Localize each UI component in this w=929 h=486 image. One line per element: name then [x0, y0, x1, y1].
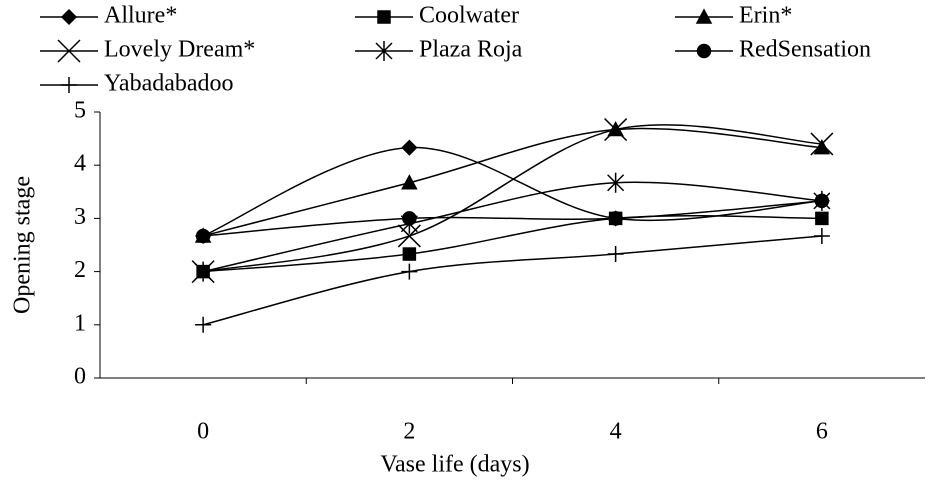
marker — [815, 211, 829, 226]
x-tick-label: 4 — [610, 419, 622, 445]
legend-item: Allure* — [40, 3, 177, 29]
marker — [401, 263, 418, 280]
series-line — [202, 146, 822, 237]
x-tick-label: 0 — [197, 419, 209, 445]
marker — [814, 193, 830, 209]
marker — [401, 174, 418, 190]
marker — [810, 132, 834, 156]
series-line — [202, 127, 822, 237]
marker — [607, 172, 625, 193]
legend-label: Plaza Roja — [419, 37, 523, 63]
y-tick-label: 4 — [74, 151, 86, 177]
marker — [375, 41, 393, 61]
legend-label: Coolwater — [419, 3, 519, 29]
y-tick-label: 5 — [74, 98, 86, 124]
marker — [402, 211, 417, 226]
legend-item: Lovely Dream* — [40, 37, 255, 63]
marker — [607, 246, 624, 263]
legend-label: Erin* — [739, 3, 792, 29]
marker — [402, 247, 417, 261]
x-tick-label: 6 — [816, 419, 828, 445]
series-line — [202, 181, 822, 273]
marker — [813, 227, 830, 244]
y-axis-label: Opening stage — [10, 176, 36, 314]
legend-label: Lovely Dream* — [104, 37, 255, 63]
legend-item: RedSensation — [675, 37, 871, 63]
marker — [377, 10, 391, 24]
y-tick-label: 2 — [74, 257, 86, 283]
legend-label: RedSensation — [739, 37, 871, 63]
marker — [604, 118, 628, 142]
marker — [608, 211, 623, 226]
marker — [195, 228, 211, 244]
marker — [57, 39, 81, 63]
y-tick-label: 0 — [74, 364, 86, 390]
marker — [401, 139, 418, 156]
marker — [60, 8, 78, 26]
x-axis-label: Vase life (days) — [380, 452, 529, 478]
series-line — [203, 200, 822, 237]
legend-item: Erin* — [675, 3, 792, 29]
series-line — [202, 235, 822, 326]
y-tick-label: 3 — [74, 204, 86, 230]
marker — [696, 43, 712, 59]
x-tick-label: 2 — [403, 419, 415, 445]
series-line — [203, 215, 822, 273]
marker — [194, 261, 212, 282]
marker — [695, 8, 713, 24]
legend-item: Yabadabadoo — [40, 71, 234, 97]
marker — [397, 224, 421, 248]
legend-label: Yabadabadoo — [104, 71, 234, 97]
marker — [195, 316, 212, 333]
y-tick-label: 1 — [74, 310, 86, 336]
legend-item: Plaza Roja — [355, 37, 523, 63]
legend-item: Coolwater — [355, 3, 519, 29]
marker — [61, 77, 77, 93]
series-line — [202, 124, 822, 273]
legend-label: Allure* — [104, 3, 177, 29]
